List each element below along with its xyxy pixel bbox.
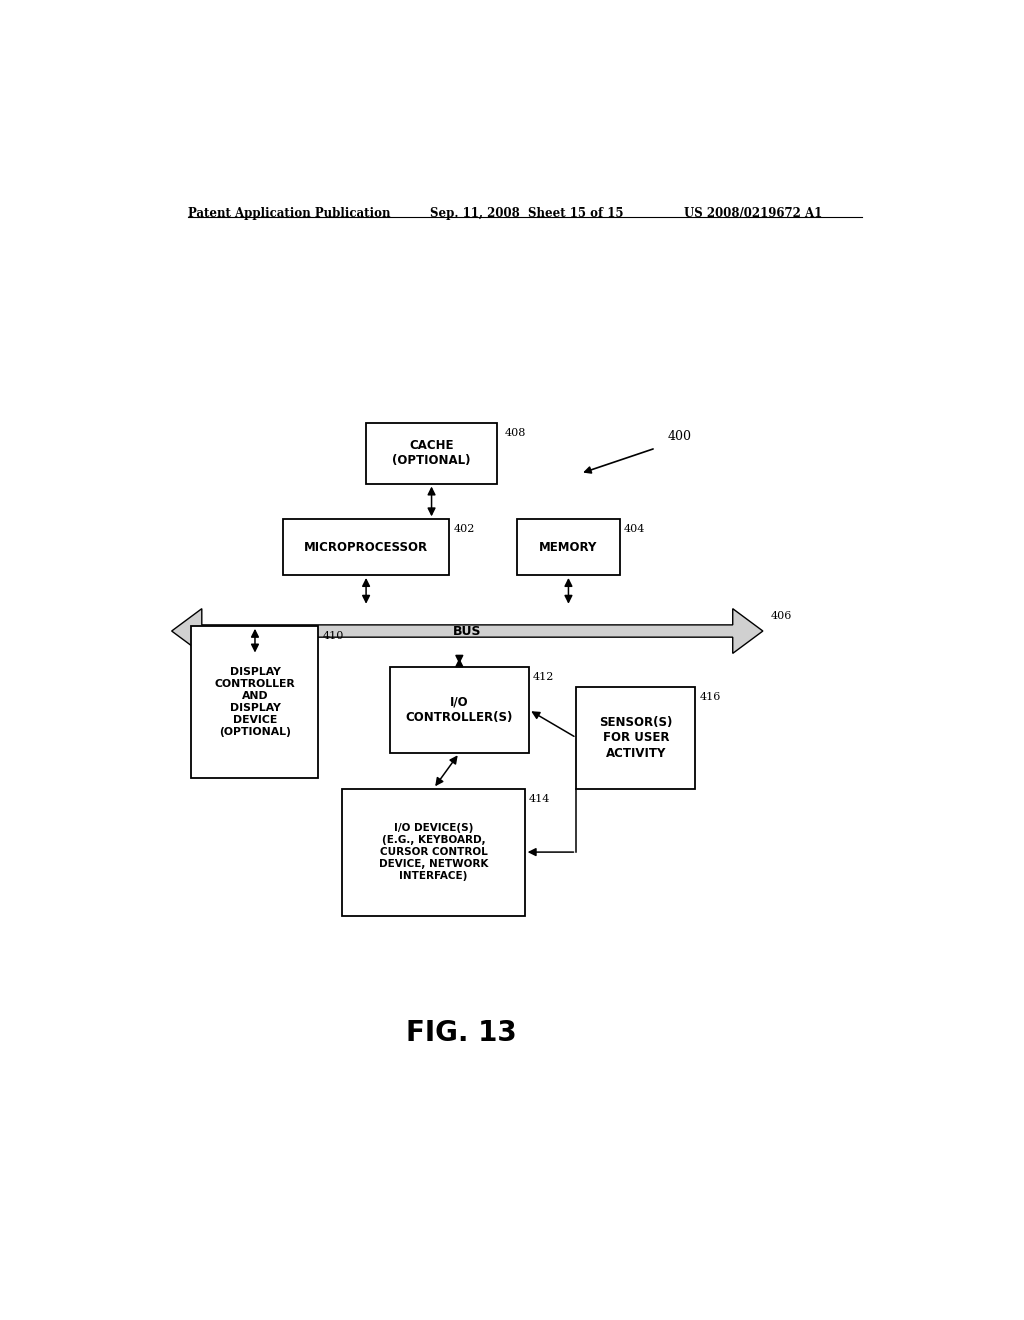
Text: 404: 404 [624, 524, 645, 535]
Text: 400: 400 [668, 430, 691, 444]
Text: 402: 402 [454, 524, 475, 535]
Bar [342, 788, 525, 916]
Text: FIG. 13: FIG. 13 [406, 1019, 517, 1047]
Text: 412: 412 [532, 672, 554, 681]
Text: US 2008/0219672 A1: US 2008/0219672 A1 [684, 207, 822, 220]
Text: MEMORY: MEMORY [540, 541, 598, 553]
Text: SENSOR(S)
FOR USER
ACTIVITY: SENSOR(S) FOR USER ACTIVITY [599, 715, 673, 760]
Bar [390, 667, 528, 752]
Text: 410: 410 [323, 631, 344, 642]
Bar [577, 686, 695, 788]
Polygon shape [172, 609, 763, 653]
Text: DISPLAY
CONTROLLER
AND
DISPLAY
DEVICE
(OPTIONAL): DISPLAY CONTROLLER AND DISPLAY DEVICE (O… [215, 667, 295, 737]
Text: Sep. 11, 2008  Sheet 15 of 15: Sep. 11, 2008 Sheet 15 of 15 [430, 207, 623, 220]
Text: 408: 408 [505, 428, 526, 438]
Text: I/O
CONTROLLER(S): I/O CONTROLLER(S) [406, 696, 513, 725]
Bar [367, 422, 497, 483]
Text: CACHE
(OPTIONAL): CACHE (OPTIONAL) [392, 440, 471, 467]
Text: 414: 414 [528, 793, 550, 804]
Bar [517, 519, 621, 576]
Text: MICROPROCESSOR: MICROPROCESSOR [304, 541, 428, 553]
Bar [283, 519, 450, 576]
Text: Patent Application Publication: Patent Application Publication [187, 207, 390, 220]
Bar [191, 626, 318, 779]
Text: 406: 406 [771, 611, 793, 620]
Text: 416: 416 [699, 692, 721, 702]
Text: I/O DEVICE(S)
(E.G., KEYBOARD,
CURSOR CONTROL
DEVICE, NETWORK
INTERFACE): I/O DEVICE(S) (E.G., KEYBOARD, CURSOR CO… [379, 824, 488, 880]
Text: BUS: BUS [453, 624, 481, 638]
